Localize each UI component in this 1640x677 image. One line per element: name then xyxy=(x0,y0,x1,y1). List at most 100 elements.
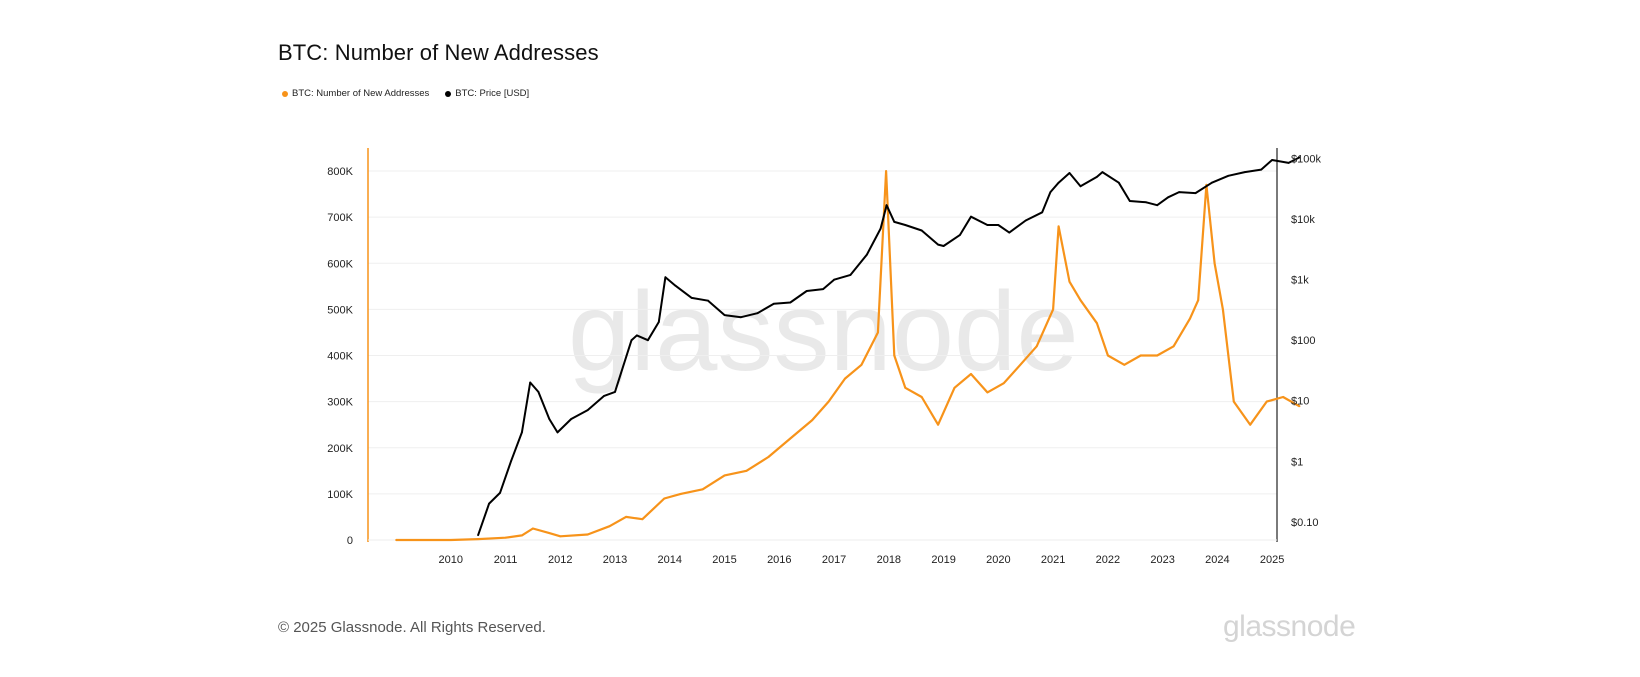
price-point xyxy=(1287,162,1290,164)
left-tick-label: 400K xyxy=(327,351,353,363)
new-addresses-point xyxy=(532,527,534,530)
new-addresses-point xyxy=(1282,396,1284,398)
x-tick-label: 2014 xyxy=(658,554,682,566)
new-addresses-point xyxy=(970,373,972,375)
new-addresses-point xyxy=(920,396,923,398)
left-tick-label: 800K xyxy=(327,166,353,178)
new-addresses-point xyxy=(1123,363,1126,366)
new-addresses-point xyxy=(767,456,770,458)
price-point xyxy=(849,274,852,276)
new-addresses-point xyxy=(1222,308,1224,311)
new-addresses-point xyxy=(1298,405,1301,408)
right-tick-label: $1 xyxy=(1291,456,1303,468)
footer-copyright: © 2025 Glassnode. All Rights Reserved. xyxy=(278,619,546,636)
new-addresses-point xyxy=(723,474,726,477)
new-addresses-point xyxy=(548,532,551,534)
new-addresses-point xyxy=(1139,354,1142,357)
new-addresses-point xyxy=(953,386,956,389)
new-addresses-point xyxy=(827,400,830,403)
new-addresses-point xyxy=(504,536,507,539)
price-point xyxy=(740,316,742,319)
new-addresses-point xyxy=(608,525,611,528)
x-tick-label: 2018 xyxy=(877,554,901,566)
right-tick-label: $0.10 xyxy=(1291,517,1319,529)
price-point xyxy=(510,460,512,463)
new-addresses-point xyxy=(745,469,748,472)
price-point xyxy=(614,391,616,393)
price-point xyxy=(1049,191,1052,194)
x-tick-label: 2017 xyxy=(822,554,846,566)
price-point xyxy=(1079,185,1082,188)
new-addresses-point xyxy=(904,386,907,389)
left-tick-label: 700K xyxy=(327,212,353,224)
left-tick-label: 600K xyxy=(327,258,353,270)
price-point xyxy=(1271,159,1273,161)
price-point xyxy=(537,391,540,393)
price-point xyxy=(937,243,939,246)
price-point xyxy=(586,409,589,411)
price-point xyxy=(1156,204,1159,207)
new-addresses-point xyxy=(625,516,627,518)
axes xyxy=(367,148,1278,542)
x-tick-label: 2020 xyxy=(986,554,1010,566)
price-point xyxy=(548,418,551,420)
x-tick-label: 2019 xyxy=(931,554,955,566)
right-tick-label: $100k xyxy=(1291,154,1321,166)
glassnode-logo[interactable]: glassnode xyxy=(1223,610,1356,643)
price-point xyxy=(707,299,709,302)
new-addresses-point xyxy=(986,391,989,394)
new-addresses-point xyxy=(1156,354,1159,357)
new-addresses-point xyxy=(1265,400,1268,403)
price-point xyxy=(1041,211,1044,214)
new-addresses-point xyxy=(1172,345,1175,348)
new-addresses-point xyxy=(449,539,452,541)
legend-dot-orange xyxy=(282,90,288,97)
price-point xyxy=(879,227,882,230)
chart-title: BTC: Number of New Addresses xyxy=(278,40,599,65)
x-tick-label: 2015 xyxy=(712,554,736,566)
new-addresses-point xyxy=(789,437,792,440)
new-addresses-point xyxy=(1052,308,1054,311)
price-point xyxy=(1117,181,1120,184)
price-point xyxy=(970,215,972,218)
legend-item-price[interactable]: BTC: Price [USD] xyxy=(445,88,529,99)
series-layer xyxy=(395,156,1301,542)
new-addresses-point xyxy=(1107,354,1109,357)
left-tick-label: 500K xyxy=(327,304,353,316)
new-addresses-point xyxy=(1232,400,1235,403)
price-point xyxy=(657,321,660,323)
legend-item-new-addresses[interactable]: BTC: Number of New Addresses xyxy=(282,88,429,99)
right-tick-label: $100 xyxy=(1291,335,1315,347)
price-point xyxy=(529,381,532,384)
price-point xyxy=(1178,191,1180,194)
new-addresses-point xyxy=(1035,345,1038,348)
price-point xyxy=(1167,196,1169,199)
price-point xyxy=(822,288,824,290)
x-axis-ticks: 2010 2011 2012 2013 2014 2015 2016 2017 2018 2019… xyxy=(439,554,1285,566)
price-point xyxy=(674,284,677,287)
left-tick-label: 300K xyxy=(327,397,353,409)
price-point xyxy=(636,334,638,337)
new-addresses-point xyxy=(885,170,887,173)
price-point xyxy=(1008,231,1011,234)
x-tick-label: 2010 xyxy=(439,554,463,566)
price-point xyxy=(1243,171,1246,174)
price-point xyxy=(756,312,759,315)
legend-dot-black xyxy=(445,90,452,97)
price-point xyxy=(499,492,501,494)
new-addresses-point xyxy=(1197,299,1200,302)
price-point xyxy=(805,290,808,292)
price-point xyxy=(1096,176,1098,178)
x-tick-label: 2023 xyxy=(1150,554,1174,566)
new-addresses-point xyxy=(1068,280,1071,283)
price-point xyxy=(723,314,726,316)
right-tick-label: $10k xyxy=(1291,214,1315,226)
chart-legend: BTC: Number of New Addresses BTC: Price … xyxy=(282,88,529,99)
new-addresses-point xyxy=(395,539,397,541)
price-point xyxy=(942,245,945,247)
price-point xyxy=(556,431,559,434)
new-addresses-point xyxy=(937,423,939,426)
price-point xyxy=(1145,201,1148,204)
price-point xyxy=(885,204,888,207)
right-axis-ticks: $0.10 $1 $10 $100 $1k $10k $100k xyxy=(1291,154,1321,529)
